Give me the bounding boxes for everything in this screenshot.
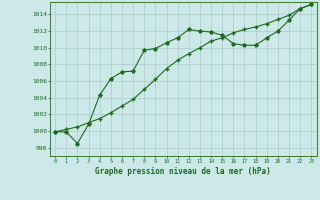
X-axis label: Graphe pression niveau de la mer (hPa): Graphe pression niveau de la mer (hPa) bbox=[95, 167, 271, 176]
